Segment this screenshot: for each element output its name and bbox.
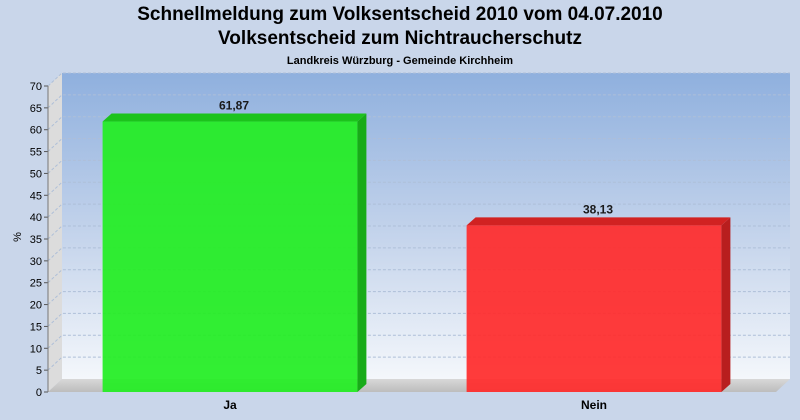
gridline [47, 334, 790, 349]
x-tick-label: Ja [223, 398, 237, 412]
y-tick-label: 30 [30, 256, 42, 268]
chart-subtitle: Landkreis Würzburg - Gemeinde Kirchheim [286, 55, 514, 67]
gridline [47, 138, 790, 152]
bar-side-nein [721, 217, 731, 392]
bar-top-nein [466, 217, 731, 226]
y-axis-label: % [12, 232, 24, 242]
data-label: 61,87 [219, 99, 249, 113]
plot-side-wall [48, 73, 62, 392]
y-tick-label: 25 [30, 278, 42, 290]
x-tick-label: Nein [581, 398, 607, 412]
gridline [47, 356, 790, 371]
y-tick-label: 15 [30, 321, 42, 333]
gridline [47, 225, 790, 240]
gridline [47, 203, 790, 218]
y-tick-label: 70 [30, 81, 42, 93]
gridline [47, 291, 790, 305]
y-tick-label: 65 [30, 103, 42, 115]
y-tick-label: 10 [30, 343, 42, 355]
gridline [47, 181, 790, 196]
data-label: 38,13 [583, 202, 613, 216]
gridline [47, 72, 790, 87]
y-tick-label: 35 [30, 234, 42, 246]
bar-nein [466, 225, 722, 392]
chart-title-line2: Volksentscheid zum Nichtraucherschutz [218, 28, 582, 49]
y-tick-label: 60 [30, 125, 42, 137]
gridline [47, 312, 790, 327]
y-tick-label: 20 [30, 300, 42, 312]
gridline [47, 116, 790, 131]
bar-side-ja [357, 113, 367, 393]
gridline [47, 159, 790, 174]
y-tick-label: 40 [30, 212, 42, 224]
bar-ja [102, 121, 358, 393]
gridline [47, 269, 790, 284]
chart-title-line1: Schnellmeldung zum Volksentscheid 2010 v… [137, 4, 663, 25]
y-tick-label: 50 [30, 168, 42, 180]
y-tick-label: 45 [30, 190, 42, 202]
y-tick-label: 5 [36, 365, 42, 377]
y-tick-label: 55 [30, 147, 42, 159]
gridline [47, 94, 790, 109]
y-tick-label: 0 [36, 387, 42, 399]
gridline [47, 247, 790, 262]
bar-top-ja [102, 113, 367, 122]
